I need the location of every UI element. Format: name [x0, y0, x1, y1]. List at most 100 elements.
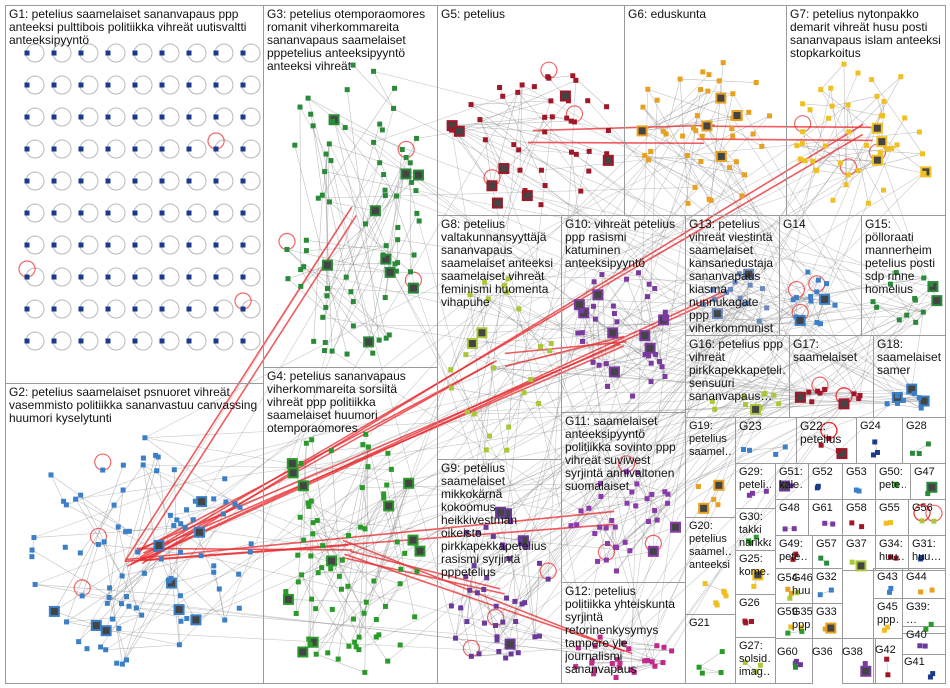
node — [573, 299, 585, 311]
node — [579, 308, 585, 314]
self-loop — [18, 260, 36, 278]
edge — [286, 249, 390, 336]
edge — [832, 76, 902, 201]
node — [603, 557, 609, 563]
inter-group-edge — [714, 72, 859, 410]
node — [871, 452, 876, 458]
node — [800, 129, 806, 135]
edge — [597, 503, 668, 562]
node — [171, 467, 177, 473]
inter-group-edge — [816, 291, 860, 399]
node — [177, 549, 183, 555]
node — [592, 667, 598, 673]
node — [894, 393, 900, 399]
node — [677, 76, 683, 82]
inter-group-edge — [410, 271, 504, 548]
node — [610, 303, 616, 309]
node — [830, 521, 836, 527]
node — [326, 199, 332, 205]
edge — [832, 105, 882, 117]
node — [485, 296, 491, 302]
node — [698, 159, 704, 165]
inter-group-edge — [201, 190, 386, 502]
edge — [327, 265, 354, 302]
node — [788, 624, 794, 630]
group-box-g56 — [908, 499, 946, 536]
node — [407, 269, 413, 275]
node — [325, 285, 331, 291]
edge — [499, 87, 546, 186]
node — [345, 533, 351, 539]
node — [864, 142, 870, 148]
node — [481, 620, 487, 626]
node — [617, 660, 623, 666]
node — [186, 50, 192, 56]
node — [301, 264, 307, 270]
node — [481, 587, 487, 593]
node — [186, 146, 192, 152]
inter-group-edge — [606, 363, 658, 521]
node — [494, 637, 500, 643]
node — [663, 131, 669, 137]
node — [295, 552, 301, 558]
node — [506, 424, 512, 430]
node — [105, 178, 111, 184]
edge — [299, 517, 343, 561]
inter-group-edge — [155, 272, 897, 550]
node — [748, 619, 754, 625]
edge — [599, 636, 618, 660]
node — [889, 145, 895, 151]
inter-group-edge — [730, 289, 801, 398]
node — [654, 517, 660, 523]
node — [383, 243, 389, 249]
node — [660, 128, 666, 134]
node — [413, 169, 425, 181]
node — [414, 568, 420, 574]
strong-edge — [349, 550, 501, 590]
edge — [517, 92, 551, 102]
node — [132, 338, 138, 344]
self-loop — [540, 61, 558, 79]
node — [665, 500, 671, 506]
node — [590, 303, 596, 309]
node — [79, 593, 85, 599]
node — [604, 541, 610, 547]
edge — [650, 361, 660, 382]
node — [818, 555, 824, 561]
node — [902, 115, 908, 121]
node — [409, 179, 415, 185]
node — [328, 448, 334, 454]
inter-group-edge — [327, 288, 704, 305]
node — [648, 148, 654, 154]
node — [900, 397, 906, 403]
node — [504, 447, 510, 453]
node — [716, 78, 722, 84]
inter-group-edge — [540, 151, 590, 347]
edge — [75, 498, 123, 577]
edge — [628, 648, 672, 652]
node — [373, 634, 379, 640]
node — [690, 125, 696, 131]
node — [325, 650, 331, 656]
edge — [331, 446, 369, 451]
node — [298, 283, 304, 289]
node — [794, 590, 800, 596]
node — [359, 485, 365, 491]
edge — [687, 115, 770, 156]
node — [696, 664, 702, 670]
edge — [631, 662, 664, 671]
edge — [316, 653, 365, 673]
node — [182, 524, 188, 530]
inter-group-edge — [540, 346, 654, 552]
inter-group-edge — [665, 303, 744, 313]
node — [360, 442, 366, 448]
node — [105, 274, 111, 280]
inter-group-edge — [713, 298, 922, 409]
node — [620, 640, 626, 646]
group-box-g28 — [902, 417, 946, 464]
node — [680, 133, 686, 139]
node — [603, 525, 609, 531]
node — [236, 571, 242, 577]
inter-group-edge — [591, 393, 855, 662]
edge — [316, 520, 365, 614]
